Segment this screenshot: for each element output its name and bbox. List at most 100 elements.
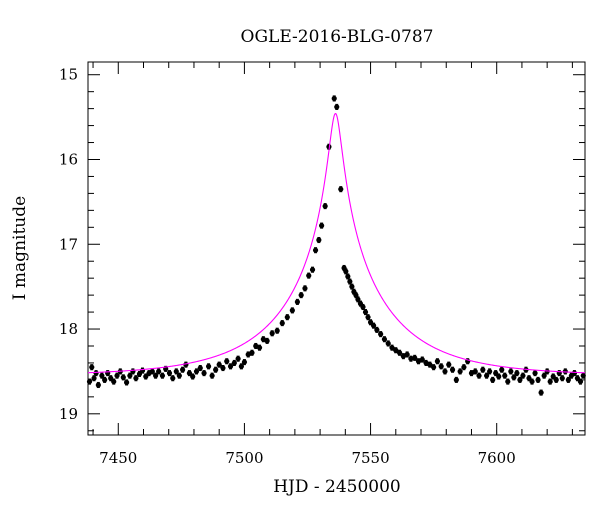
x-tick-label: 7600 [478,449,516,467]
data-point [289,307,295,314]
plot-area [86,61,586,436]
axis-ticks [88,62,585,435]
model-curve [87,112,586,374]
data-point [343,268,349,275]
data-point [114,372,120,379]
data-point [89,364,95,371]
y-tick-labels: 15 16 17 18 19 [59,66,78,423]
data-point [306,272,312,279]
data-point [393,347,399,354]
data-point [249,349,255,356]
data-point [294,298,300,305]
y-tick-label: 17 [59,235,78,253]
data-point [220,364,226,372]
chart-title: OGLE-2016-BLG-0787 [241,27,434,47]
data-point [538,389,544,396]
data-point [508,368,514,375]
data-point [365,314,371,321]
data-point [86,378,93,385]
data-point [541,372,547,379]
data-point [322,203,328,210]
data-point [139,367,146,374]
data-point [520,372,526,379]
data-point [374,326,380,333]
data-point [535,376,541,383]
data-point [241,359,248,366]
data-point [186,370,193,377]
data-point [130,368,136,375]
data-point [385,340,391,347]
data-point [102,376,108,383]
y-axis-label: I magnitude [10,196,30,300]
data-point [362,309,369,316]
x-axis-label: HJD - 2450000 [273,477,401,497]
data-point [166,370,173,377]
data-point [370,322,377,329]
data-point [209,372,215,379]
data-point [123,379,130,386]
data-point [345,273,351,280]
data-point [216,361,222,368]
data-point [378,331,384,338]
data-point [427,361,433,368]
data-point [559,375,565,382]
data-point [565,376,571,383]
data-point [517,376,523,383]
data-point [505,378,511,385]
data-point [284,314,290,321]
data-point [442,368,448,375]
y-tick-label: 18 [59,320,78,338]
data-point [180,366,186,373]
data-point [580,372,586,379]
data-point [514,370,520,377]
data-point [331,95,337,102]
data-point [446,361,452,368]
data-point [472,368,478,375]
data-point [453,376,459,383]
data-point [269,330,275,337]
data-point [127,372,133,379]
data-point [190,373,196,380]
data-point [412,354,418,361]
data-point [227,363,234,370]
data-point [381,336,388,343]
data-point [438,363,444,370]
data-point [367,319,374,326]
y-tick-label: 19 [59,405,78,423]
data-point [238,363,244,370]
data-point [156,368,162,375]
data-point [91,375,97,382]
data-point [312,247,319,254]
data-point [493,370,499,377]
data-point [577,378,584,385]
data-point [256,344,263,351]
data-point [434,358,441,365]
data-point [253,342,259,350]
data-point [309,266,316,273]
data-point [302,285,308,292]
data-point [133,375,139,382]
data-point [532,370,538,377]
data-point [201,370,207,377]
x-tick-labels: 7450 7500 7550 7600 [99,449,516,467]
data-point [111,378,117,385]
data-point [224,358,230,365]
data-points [86,95,586,396]
data-point [176,372,182,379]
data-point [449,366,456,373]
data-point [316,236,322,244]
data-point [264,337,270,344]
data-point [526,375,532,382]
data-point [231,359,237,366]
data-point [159,372,166,379]
data-point [298,292,304,299]
data-point [120,374,126,381]
data-point [496,373,502,380]
y-tick-label: 16 [59,150,78,168]
x-tick-label: 7500 [225,449,263,467]
x-tick-label: 7550 [351,449,389,467]
data-point [389,344,395,351]
data-point [349,283,355,290]
data-point [431,364,437,371]
